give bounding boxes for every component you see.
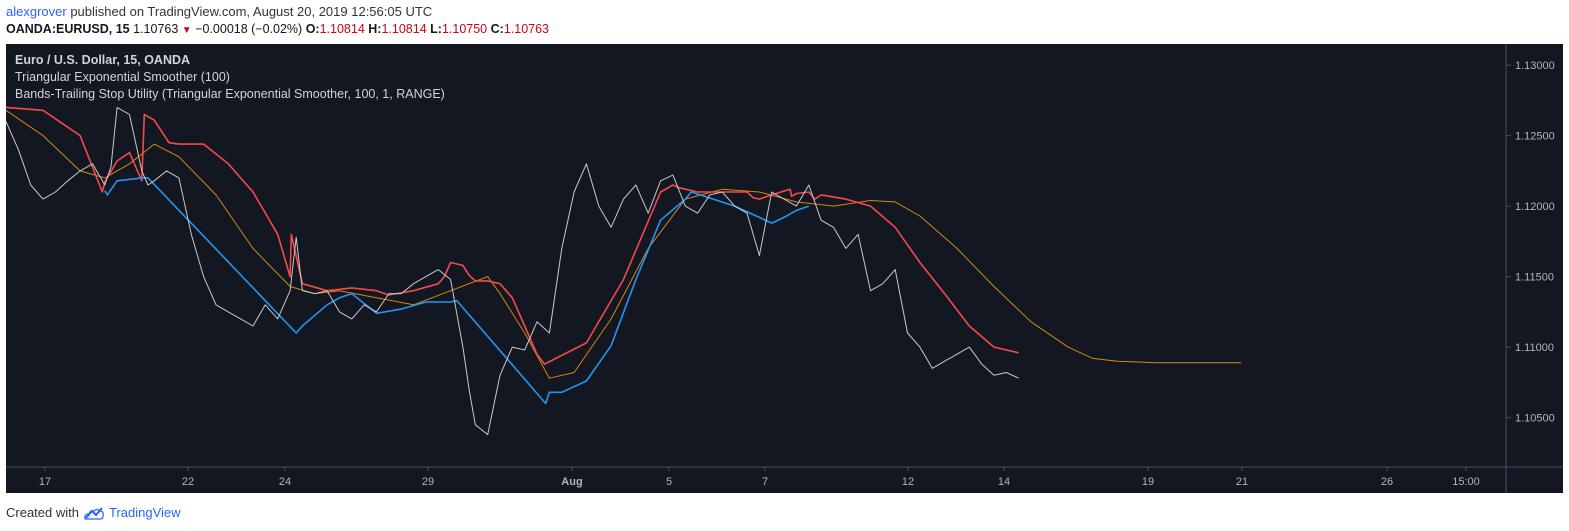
low-label: L: [430,22,442,36]
time-tick-label: 15:00 [1452,476,1480,488]
price-tick-label: 1.11000 [1515,342,1554,354]
open-label: O: [305,22,320,36]
time-tick-label: 19 [1142,476,1154,488]
series-layer [5,106,1241,436]
upper-band-line [5,106,1019,365]
price-change: −0.00018 (−0.02%) [195,22,303,36]
plot-background [6,44,1506,467]
close-value: 1.10763 [503,22,550,36]
price-tick-label: 1.11500 [1515,272,1554,284]
footer: Created with TradingView [6,505,181,520]
time-axis[interactable]: 17 22 24 29 Aug 5 7 12 14 19 21 26 15:00 [39,467,1480,488]
time-tick-label: 12 [902,476,914,488]
chart[interactable]: 1.13000 1.12500 1.12000 1.11500 1.11000 1.105… [0,0,1569,500]
tradingview-brand-link[interactable]: TradingView [108,505,181,520]
low-value: 1.10750 [441,22,488,36]
time-tick-label: Aug [561,476,582,488]
price-tick-label: 1.12000 [1515,201,1555,213]
legend-bands[interactable]: Bands-Trailing Stop Utility (Triangular … [15,87,445,101]
time-tick-label: 5 [666,476,672,488]
high-label: H: [368,22,382,36]
legend-smoother[interactable]: Triangular Exponential Smoother (100) [15,70,230,84]
price-line [5,106,1019,436]
time-tick-label: 14 [998,476,1010,488]
time-tick-label: 24 [279,476,291,488]
time-tick-label: 22 [182,476,194,488]
time-axis-background [6,467,1563,493]
down-triangle-icon: ▼ [181,25,192,36]
publish-info: published on TradingView.com, August 20,… [70,4,433,19]
price-tick-label: 1.13000 [1515,60,1555,72]
price-tick-label: 1.12500 [1515,131,1555,143]
author-link[interactable]: alexgrover [6,4,67,19]
symbol-label: OANDA:EURUSD, 15 [6,22,130,36]
tradingview-cloud-icon [84,506,104,520]
high-value: 1.10814 [381,22,427,36]
time-tick-label: 7 [762,476,768,488]
ohlc-line: OANDA:EURUSD, 15 1.10763 ▼ −0.00018 (−0.… [6,22,549,36]
last-price: 1.10763 [133,22,179,36]
smoother-line [5,109,1241,379]
chart-title: Euro / U.S. Dollar, 15, OANDA [15,53,190,67]
publish-line: alexgrover published on TradingView.com,… [6,4,432,19]
time-tick-label: 29 [422,476,434,488]
time-tick-label: 17 [39,476,51,488]
open-value: 1.10814 [319,22,365,36]
time-tick-label: 26 [1381,476,1393,488]
price-axis[interactable]: 1.13000 1.12500 1.12000 1.11500 1.11000 1.105… [1506,60,1555,425]
close-label: C: [490,22,504,36]
time-tick-label: 21 [1236,476,1248,488]
price-tick-label: 1.10500 [1515,413,1555,425]
created-with-label: Created with [6,505,79,520]
price-axis-background [1506,44,1563,467]
